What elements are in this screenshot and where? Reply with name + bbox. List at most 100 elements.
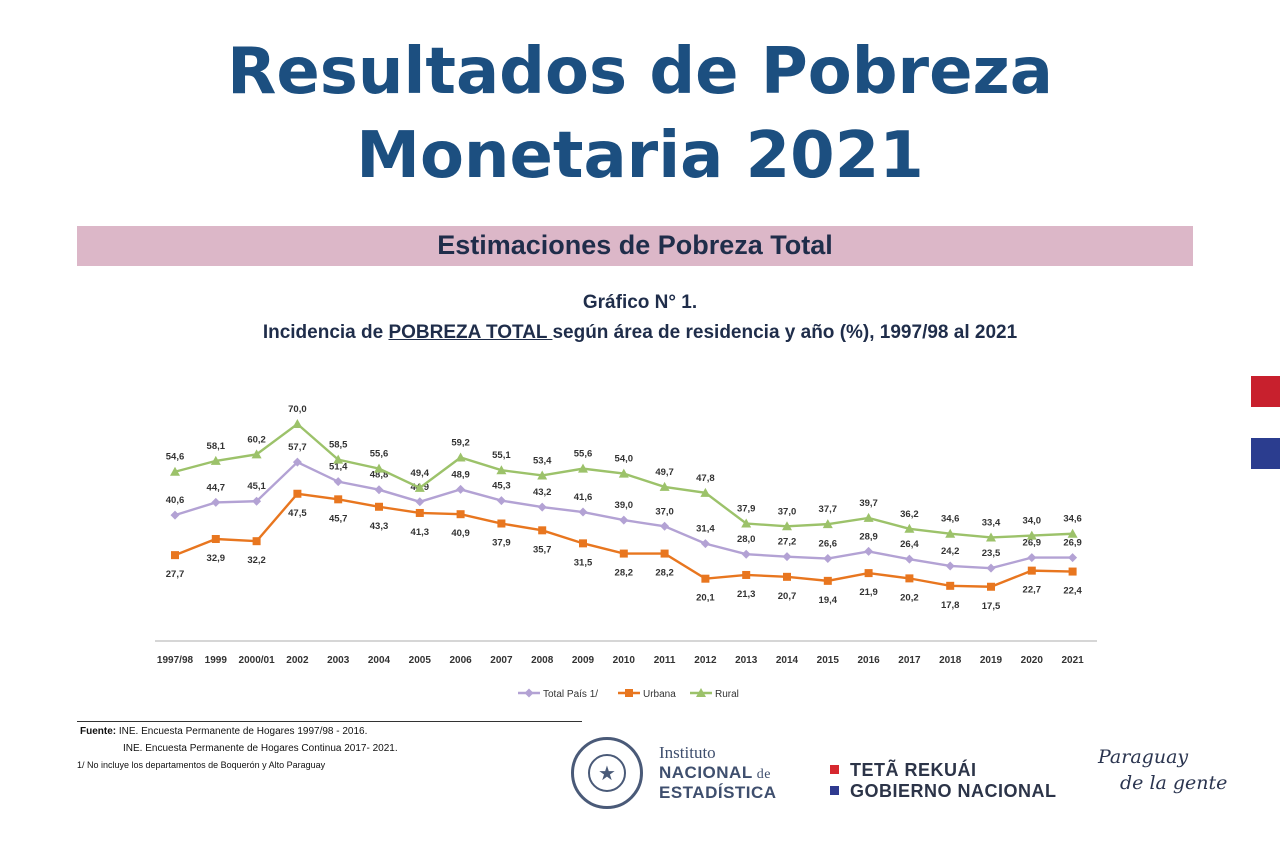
legend-marker — [625, 689, 633, 697]
data-point — [945, 561, 955, 571]
x-tick-label: 2004 — [368, 655, 391, 666]
data-point — [456, 484, 466, 494]
data-point — [660, 521, 670, 531]
data-point — [904, 523, 915, 533]
data-label: 26,6 — [819, 539, 838, 550]
source-text-1: INE. Encuesta Permanente de Hogares 1997… — [116, 726, 368, 737]
x-tick-label: 2003 — [327, 655, 350, 666]
data-point — [538, 526, 547, 535]
data-point — [333, 477, 343, 487]
data-label: 17,5 — [982, 601, 1001, 612]
data-point — [905, 574, 914, 583]
data-point — [986, 563, 996, 573]
data-label: 49,4 — [411, 468, 430, 479]
data-point — [292, 419, 303, 428]
data-label: 43,3 — [370, 521, 389, 532]
data-label: 27,2 — [778, 537, 797, 548]
data-label: 55,6 — [370, 449, 389, 460]
flag-stripe-blue — [1251, 438, 1280, 469]
data-label: 59,2 — [451, 437, 470, 448]
data-point — [659, 481, 670, 491]
data-label: 24,2 — [941, 546, 960, 557]
x-tick-label: 2016 — [857, 655, 880, 666]
data-point — [252, 537, 261, 546]
red-square-icon — [830, 765, 839, 774]
data-point — [456, 510, 465, 519]
data-point — [374, 463, 384, 473]
x-tick-label: 2000/01 — [239, 655, 276, 666]
legend-marker — [524, 688, 534, 698]
data-label: 34,0 — [1023, 516, 1042, 527]
data-point — [414, 482, 425, 492]
data-label: 28,2 — [615, 568, 634, 579]
data-point — [496, 496, 506, 506]
data-point — [986, 532, 996, 542]
data-point — [210, 455, 221, 465]
legend-label: Urbana — [643, 689, 676, 700]
data-label: 28,9 — [859, 531, 878, 542]
data-point — [415, 508, 424, 517]
data-label: 20,7 — [778, 591, 797, 602]
data-label: 26,9 — [1023, 538, 1042, 549]
source-divider — [77, 721, 582, 722]
data-label: 45,1 — [247, 481, 266, 492]
data-point — [455, 452, 466, 462]
legend-marker — [696, 688, 706, 697]
data-label: 26,4 — [900, 539, 919, 550]
data-point — [211, 535, 220, 544]
data-label: 43,2 — [533, 487, 552, 498]
data-point — [293, 489, 302, 498]
paraguay-seal-logo: ★ — [571, 737, 643, 809]
data-point — [251, 449, 262, 459]
blue-square-icon — [830, 786, 839, 795]
chart-title-prefix: Incidencia de — [262, 322, 389, 343]
data-point — [863, 512, 874, 522]
data-point — [374, 485, 384, 495]
data-label: 35,7 — [533, 544, 552, 555]
data-label: 51,4 — [329, 462, 348, 473]
data-point — [1068, 567, 1077, 576]
data-label: 54,0 — [615, 454, 634, 465]
data-point — [700, 487, 711, 497]
data-label: 36,2 — [900, 509, 919, 520]
data-label: 27,7 — [166, 569, 185, 580]
data-label: 28,2 — [655, 568, 674, 579]
legend-label: Total País 1/ — [543, 689, 598, 700]
x-tick-label: 2005 — [409, 655, 432, 666]
x-tick-label: 2019 — [980, 655, 1003, 666]
data-point — [742, 570, 751, 579]
data-label: 32,9 — [207, 553, 226, 564]
data-point — [1067, 528, 1078, 538]
data-point — [537, 470, 548, 480]
data-label: 58,1 — [207, 441, 226, 452]
data-label: 55,1 — [492, 450, 511, 461]
banner-text: Estimaciones de Pobreza Total — [437, 230, 833, 260]
slogan-line2: de la gente — [1120, 772, 1228, 794]
x-tick-label: 2014 — [776, 655, 799, 666]
x-tick-label: 2015 — [817, 655, 840, 666]
data-point — [864, 569, 873, 578]
data-label: 33,4 — [982, 517, 1001, 528]
data-label: 34,6 — [1063, 514, 1082, 525]
data-point — [822, 519, 833, 529]
data-label: 54,6 — [166, 452, 185, 463]
chart-title-suffix: según área de residencia y año (%), 1997… — [552, 322, 1018, 343]
data-point — [333, 454, 344, 464]
data-point — [171, 551, 179, 560]
x-tick-label: 2011 — [654, 655, 676, 666]
data-point — [211, 497, 221, 507]
data-point — [741, 549, 751, 559]
chart-number: Gráfico N° 1. — [582, 292, 698, 313]
x-tick-label: 1999 — [205, 655, 228, 666]
data-label: 70,0 — [288, 404, 307, 415]
data-label: 21,3 — [737, 589, 756, 600]
data-label: 31,5 — [574, 557, 593, 568]
data-point — [823, 576, 832, 585]
data-point — [170, 466, 180, 476]
x-tick-label: 2007 — [490, 655, 513, 666]
data-point — [252, 496, 262, 506]
source-line-1: Fuente: INE. Encuesta Permanente de Hoga… — [80, 726, 367, 737]
data-label: 37,9 — [737, 504, 756, 515]
x-tick-label: 2017 — [898, 655, 921, 666]
